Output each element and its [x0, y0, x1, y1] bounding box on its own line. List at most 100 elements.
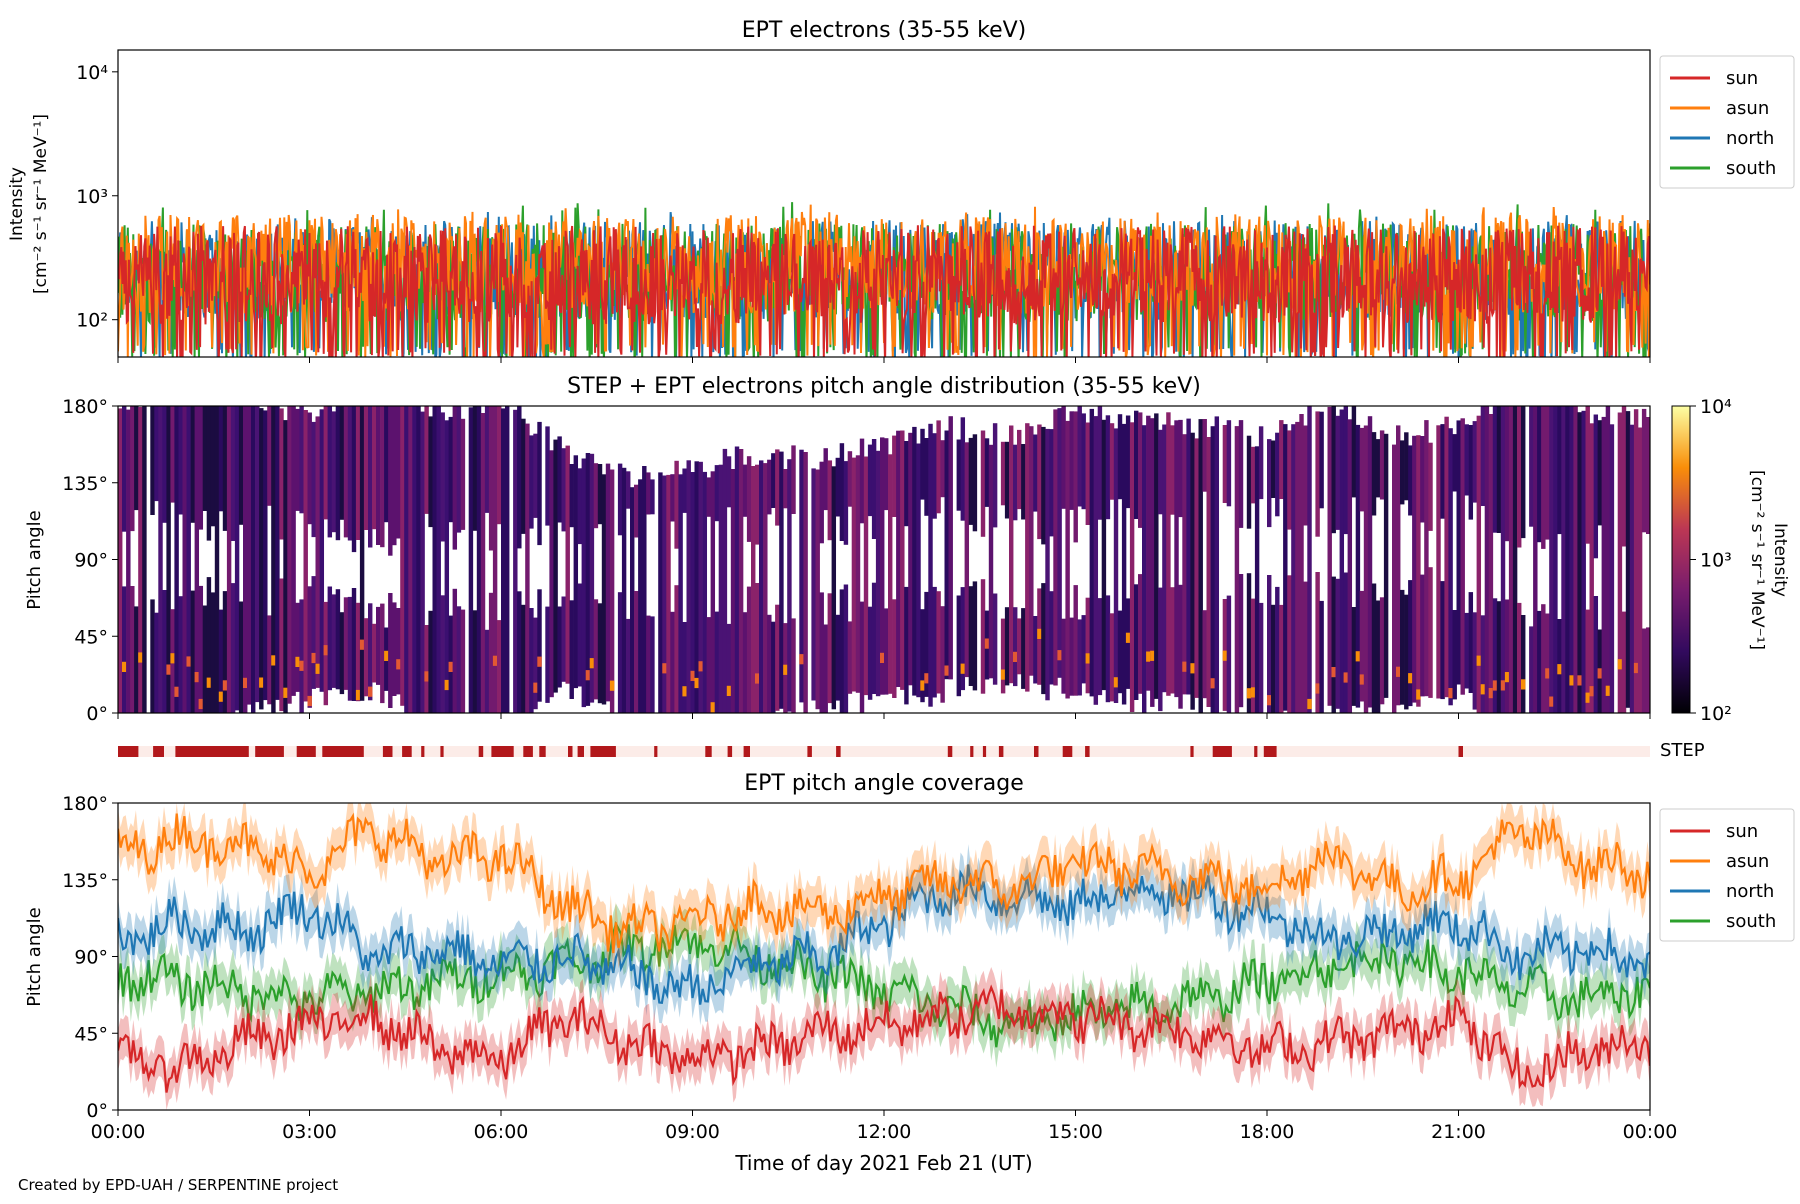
pad-cell [589, 453, 595, 703]
pad-cell [714, 465, 720, 522]
pad-cell [230, 583, 236, 713]
coverage-line-south [118, 920, 1650, 1048]
pad-cell [1331, 576, 1336, 713]
pad-cell [561, 596, 566, 682]
pad-cell [855, 455, 861, 693]
pad-cell [626, 618, 631, 713]
coverage-line-asun [118, 812, 1650, 954]
pad-cell [1408, 445, 1413, 516]
pad-cell [779, 451, 784, 709]
pad-cell [1496, 601, 1502, 713]
pad-cell [638, 479, 643, 713]
pad-cell [726, 456, 732, 508]
pad-cell [1428, 442, 1433, 531]
intensity-line-sun [118, 225, 1650, 357]
pad-hot-cell [1416, 689, 1421, 700]
step-interval [1034, 746, 1039, 757]
pad-cell [279, 578, 284, 712]
pad-cell [376, 406, 381, 545]
pad-cell [1335, 415, 1340, 530]
pad-cell [1077, 406, 1082, 507]
step-interval [322, 746, 364, 757]
pad-cell [1057, 408, 1062, 678]
pad-cell [1017, 429, 1022, 510]
pad-cell [1267, 575, 1272, 713]
pad-cell [726, 623, 732, 713]
pad-cell [299, 406, 304, 514]
pad-hot-cell [1480, 684, 1486, 695]
pad-cell [1287, 430, 1292, 530]
pad-cell [299, 599, 304, 713]
pad-hot-cell [726, 685, 732, 696]
pad-cell [1521, 615, 1526, 713]
pad-cell [871, 582, 877, 694]
pad-hot-cell [1448, 688, 1453, 699]
pad-hot-cell [944, 665, 949, 676]
pad-cell [392, 602, 397, 696]
pad-cell [775, 449, 780, 526]
pad-cell [920, 609, 925, 703]
pad-cell [1553, 406, 1558, 713]
pad-cell [686, 460, 691, 713]
pad-hot-cell [1037, 628, 1042, 639]
pad-cell [1029, 426, 1034, 676]
pad-cell [1343, 572, 1349, 713]
step-interval [478, 746, 484, 757]
pad-hot-cell [1125, 632, 1131, 643]
pad-cell [130, 586, 135, 713]
pad-cell [928, 423, 933, 707]
pad-cell [843, 584, 849, 713]
pad-cell [1641, 408, 1647, 533]
pad-cell [287, 406, 292, 704]
pad-cell [380, 603, 385, 704]
pad-cell [158, 406, 163, 713]
pad-hot-cell [984, 638, 990, 649]
step-interval [118, 746, 139, 757]
panel3-ylabel: Pitch angle [24, 907, 45, 1006]
pad-cell [218, 406, 224, 512]
pad-cell [497, 620, 502, 713]
pad-hot-cell [1589, 686, 1594, 697]
pad-cell [150, 406, 155, 515]
pad-cell [319, 409, 325, 692]
pad-cell [424, 625, 429, 713]
pad-cell [1246, 435, 1252, 529]
x-axis-label: Time of day 2021 Feb 21 (UT) [734, 1151, 1032, 1175]
pad-cell [871, 439, 877, 539]
y-tick-label: 135° [62, 870, 108, 892]
panel3-frame [117, 802, 1651, 1111]
pad-cell [1295, 421, 1300, 713]
pad-hot-cell [1315, 683, 1320, 694]
pad-cell [561, 448, 566, 532]
pad-cell [190, 590, 196, 713]
pad-hot-cell [1476, 655, 1482, 666]
pad-cell [1162, 424, 1167, 693]
pad-cell [867, 444, 873, 517]
pad-hot-cell [198, 698, 204, 710]
pad-cell [980, 579, 986, 694]
pad-hot-cell [1267, 695, 1272, 706]
pad-hot-cell [1408, 673, 1413, 684]
y-tick-label: 0° [86, 1100, 108, 1122]
pad-cell [460, 418, 466, 530]
pad-cell [1480, 406, 1486, 506]
pad-cell [1142, 425, 1147, 713]
pad-cell [904, 441, 909, 527]
pad-cell [170, 406, 175, 503]
y-tick-label: 10⁴ [76, 62, 108, 84]
pad-hot-cell [194, 672, 200, 683]
pad-cell [476, 406, 482, 713]
pad-cell [1577, 412, 1582, 713]
y-tick-label: 0° [86, 703, 108, 725]
pad-cell [759, 460, 764, 713]
pad-hot-cell [662, 663, 667, 674]
x-tick-label: 00:00 [1623, 1121, 1678, 1143]
pad-cell [847, 621, 853, 694]
legend3-sun-label: sun [1726, 821, 1758, 842]
pad-cell [1585, 406, 1590, 544]
pad-hot-cell [710, 702, 716, 713]
pad-cell [263, 410, 268, 701]
x-tick-label: 00:00 [91, 1121, 146, 1143]
pad-cell [706, 617, 712, 713]
pad-cell [1121, 423, 1127, 705]
